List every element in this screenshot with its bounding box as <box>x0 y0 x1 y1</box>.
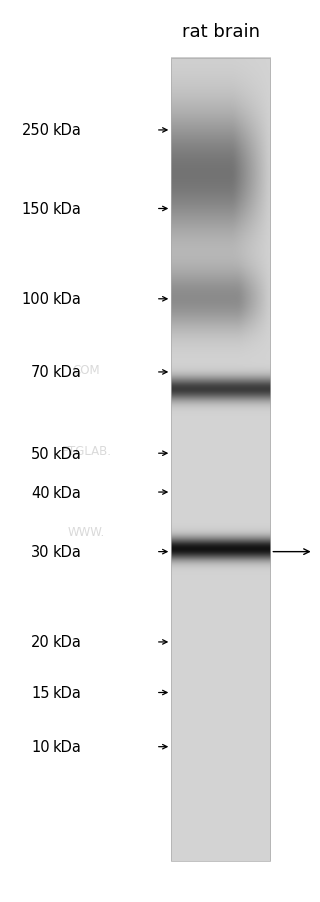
Text: kDa: kDa <box>53 485 82 500</box>
Text: 30: 30 <box>31 545 50 559</box>
Text: kDa: kDa <box>53 292 82 307</box>
Text: 100: 100 <box>22 292 50 307</box>
Text: kDa: kDa <box>53 202 82 216</box>
Text: kDa: kDa <box>53 686 82 700</box>
Text: 70: 70 <box>31 365 50 380</box>
Text: 15: 15 <box>31 686 50 700</box>
Text: COM: COM <box>73 364 100 376</box>
Text: kDa: kDa <box>53 545 82 559</box>
Text: WWW.: WWW. <box>68 526 105 538</box>
Text: 20: 20 <box>31 635 50 649</box>
Text: PTGLAB.: PTGLAB. <box>61 445 111 457</box>
Text: 40: 40 <box>31 485 50 500</box>
Text: kDa: kDa <box>53 124 82 138</box>
Text: kDa: kDa <box>53 635 82 649</box>
Text: 50: 50 <box>31 446 50 461</box>
Text: kDa: kDa <box>53 740 82 754</box>
Text: kDa: kDa <box>53 446 82 461</box>
Text: 10: 10 <box>31 740 50 754</box>
Bar <box>171 59 270 861</box>
Text: rat brain: rat brain <box>182 23 260 41</box>
Text: kDa: kDa <box>53 365 82 380</box>
Text: 250: 250 <box>22 124 50 138</box>
Text: 150: 150 <box>22 202 50 216</box>
